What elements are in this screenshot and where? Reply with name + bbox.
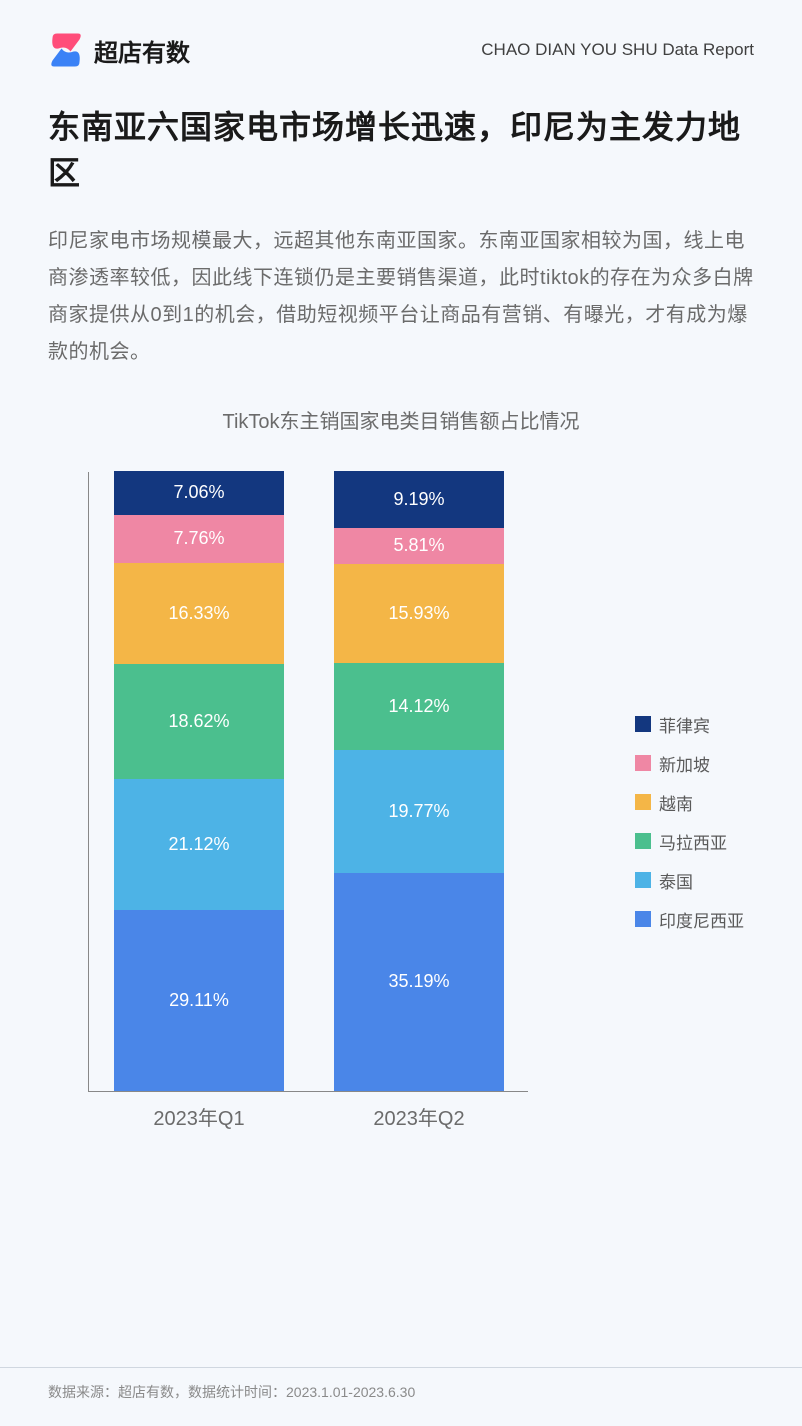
legend-swatch-icon	[635, 833, 651, 849]
segment-indonesia: 29.11%	[114, 910, 284, 1090]
chart-legend: 菲律宾新加坡越南马拉西亚泰国印度尼西亚	[635, 712, 744, 932]
legend-item-malaysia: 马拉西亚	[635, 829, 744, 854]
header: 超店有数 CHAO DIAN YOU SHU Data Report	[48, 32, 754, 68]
legend-label: 印度尼西亚	[659, 907, 744, 932]
segment-singapore: 5.81%	[334, 528, 504, 564]
stacked-bar-chart: 7.06%7.76%16.33%18.62%21.12%29.11% 2023年Q…	[48, 472, 754, 1152]
segment-malaysia: 14.12%	[334, 663, 504, 751]
legend-label: 越南	[659, 790, 693, 815]
segment-philippines: 9.19%	[334, 471, 504, 528]
segment-thailand: 19.77%	[334, 750, 504, 873]
legend-swatch-icon	[635, 755, 651, 771]
x-axis-label: 2023年Q1	[114, 1102, 284, 1131]
footer-source: 数据来源：超店有数，数据统计时间：2023.1.01-2023.6.30	[0, 1367, 802, 1426]
chart-plot-area: 7.06%7.76%16.33%18.62%21.12%29.11%2023年Q…	[88, 472, 528, 1092]
report-label: CHAO DIAN YOU SHU Data Report	[481, 40, 754, 60]
legend-swatch-icon	[635, 794, 651, 810]
segment-thailand: 21.12%	[114, 779, 284, 910]
legend-item-philippines: 菲律宾	[635, 712, 744, 737]
legend-label: 菲律宾	[659, 712, 710, 737]
segment-malaysia: 18.62%	[114, 664, 284, 779]
legend-label: 泰国	[659, 868, 693, 893]
brand-text: 超店有数	[94, 33, 190, 68]
chart-title: TikTok东主销国家电类目销售额占比情况	[48, 405, 754, 434]
legend-swatch-icon	[635, 872, 651, 888]
legend-item-vietnam: 越南	[635, 790, 744, 815]
segment-singapore: 7.76%	[114, 515, 284, 563]
page-title: 东南亚六国家电市场增长迅速，印尼为主发力地区	[48, 104, 754, 197]
legend-label: 马拉西亚	[659, 829, 727, 854]
segment-indonesia: 35.19%	[334, 873, 504, 1091]
segment-vietnam: 16.33%	[114, 563, 284, 664]
segment-philippines: 7.06%	[114, 471, 284, 515]
legend-item-thailand: 泰国	[635, 868, 744, 893]
legend-item-singapore: 新加坡	[635, 751, 744, 776]
legend-label: 新加坡	[659, 751, 710, 776]
segment-vietnam: 15.93%	[334, 564, 504, 663]
brand-logo-block: 超店有数	[48, 32, 190, 68]
legend-swatch-icon	[635, 716, 651, 732]
legend-item-indonesia: 印度尼西亚	[635, 907, 744, 932]
page: 超店有数 CHAO DIAN YOU SHU Data Report 东南亚六国…	[0, 0, 802, 1152]
bar-2023年Q2: 9.19%5.81%15.93%14.12%19.77%35.19%	[334, 471, 504, 1091]
bar-2023年Q1: 7.06%7.76%16.33%18.62%21.12%29.11%	[114, 471, 284, 1091]
body-paragraph: 印尼家电市场规模最大，远超其他东南亚国家。东南亚国家相较为国，线上电商渗透率较低…	[48, 223, 754, 371]
brand-logo-icon	[48, 32, 84, 68]
x-axis-label: 2023年Q2	[334, 1102, 504, 1131]
legend-swatch-icon	[635, 911, 651, 927]
